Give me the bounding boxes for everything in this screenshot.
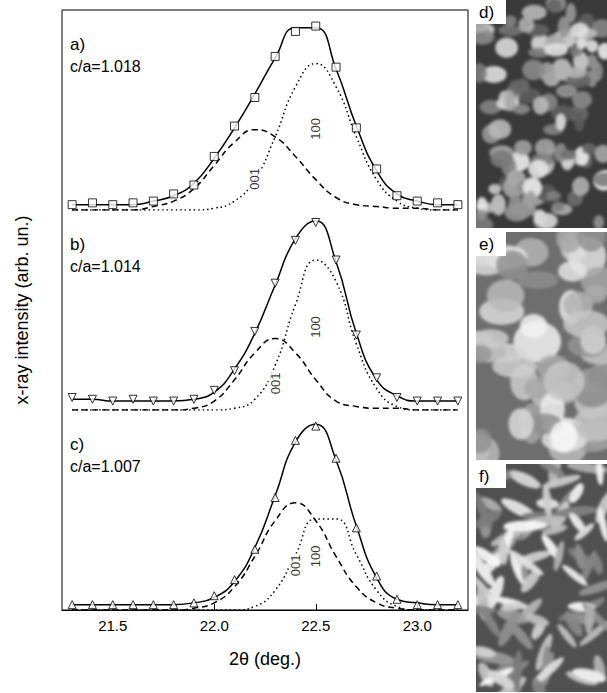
svg-text:c/a=1.014: c/a=1.014 — [70, 258, 141, 275]
svg-text:001: 001 — [247, 168, 262, 190]
svg-text:a): a) — [70, 35, 85, 54]
svg-text:100: 100 — [308, 118, 323, 140]
svg-text:100: 100 — [308, 316, 323, 338]
svg-text:001: 001 — [268, 372, 283, 394]
svg-text:100: 100 — [308, 546, 323, 568]
svg-text:f): f) — [479, 467, 489, 486]
svg-text:c/a=1.007: c/a=1.007 — [70, 458, 141, 475]
svg-text:x-ray intensity (arb. un.): x-ray intensity (arb. un.) — [12, 215, 32, 404]
svg-text:22.0: 22.0 — [200, 617, 229, 634]
svg-text:e): e) — [479, 235, 494, 254]
svg-text:22.5: 22.5 — [301, 617, 330, 634]
svg-text:b): b) — [70, 235, 85, 254]
svg-text:2θ (deg.): 2θ (deg.) — [229, 649, 301, 669]
svg-text:d): d) — [479, 3, 494, 22]
svg-text:23.0: 23.0 — [403, 617, 432, 634]
svg-text:c): c) — [70, 435, 84, 454]
svg-text:21.5: 21.5 — [98, 617, 127, 634]
svg-text:c/a=1.018: c/a=1.018 — [70, 58, 141, 75]
svg-text:001: 001 — [288, 555, 303, 577]
